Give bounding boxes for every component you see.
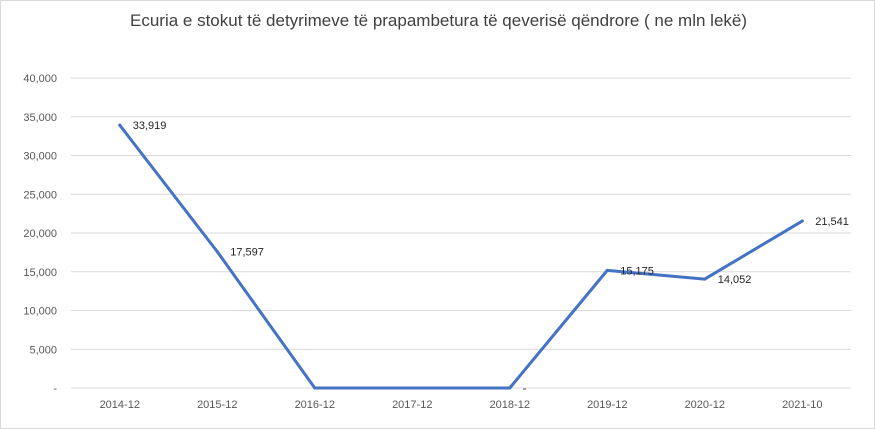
y-tick-label: 20,000 bbox=[23, 228, 57, 240]
y-tick-label: - bbox=[53, 383, 57, 395]
y-tick-label: 40,000 bbox=[23, 73, 57, 85]
data-point bbox=[215, 250, 219, 254]
y-tick-label: 35,000 bbox=[23, 112, 57, 124]
x-tick-label: 2019-12 bbox=[587, 399, 627, 411]
y-tick-label: 25,000 bbox=[23, 189, 57, 201]
data-point bbox=[605, 268, 609, 272]
x-tick-label: 2020-12 bbox=[685, 399, 725, 411]
y-tick-label: 10,000 bbox=[23, 306, 57, 318]
data-label: 33,919 bbox=[133, 120, 167, 132]
data-point bbox=[313, 386, 317, 390]
x-tick-label: 2015-12 bbox=[197, 399, 237, 411]
series-line bbox=[118, 123, 804, 390]
data-point bbox=[410, 386, 414, 390]
y-tick-label: 30,000 bbox=[23, 151, 57, 163]
data-label: 21,541 bbox=[815, 216, 849, 228]
x-tick-label: 2016-12 bbox=[295, 399, 335, 411]
x-tick-label: 2018-12 bbox=[490, 399, 530, 411]
data-label: - bbox=[523, 383, 527, 395]
y-tick-label: 5,000 bbox=[29, 344, 57, 356]
x-tick-label: 2021-10 bbox=[782, 399, 822, 411]
data-label: 17,597 bbox=[230, 247, 264, 259]
data-point bbox=[508, 386, 512, 390]
x-tick-label: 2014-12 bbox=[100, 399, 140, 411]
y-tick-label: 15,000 bbox=[23, 267, 57, 279]
data-point bbox=[703, 277, 707, 281]
data-label: 14,052 bbox=[718, 274, 752, 286]
data-point bbox=[800, 219, 804, 223]
data-point bbox=[118, 123, 122, 127]
chart-title: Ecuria e stokut të detyrimeve të prapamb… bbox=[129, 11, 748, 30]
data-label: 15,175 bbox=[620, 265, 654, 277]
x-tick-label: 2017-12 bbox=[392, 399, 432, 411]
